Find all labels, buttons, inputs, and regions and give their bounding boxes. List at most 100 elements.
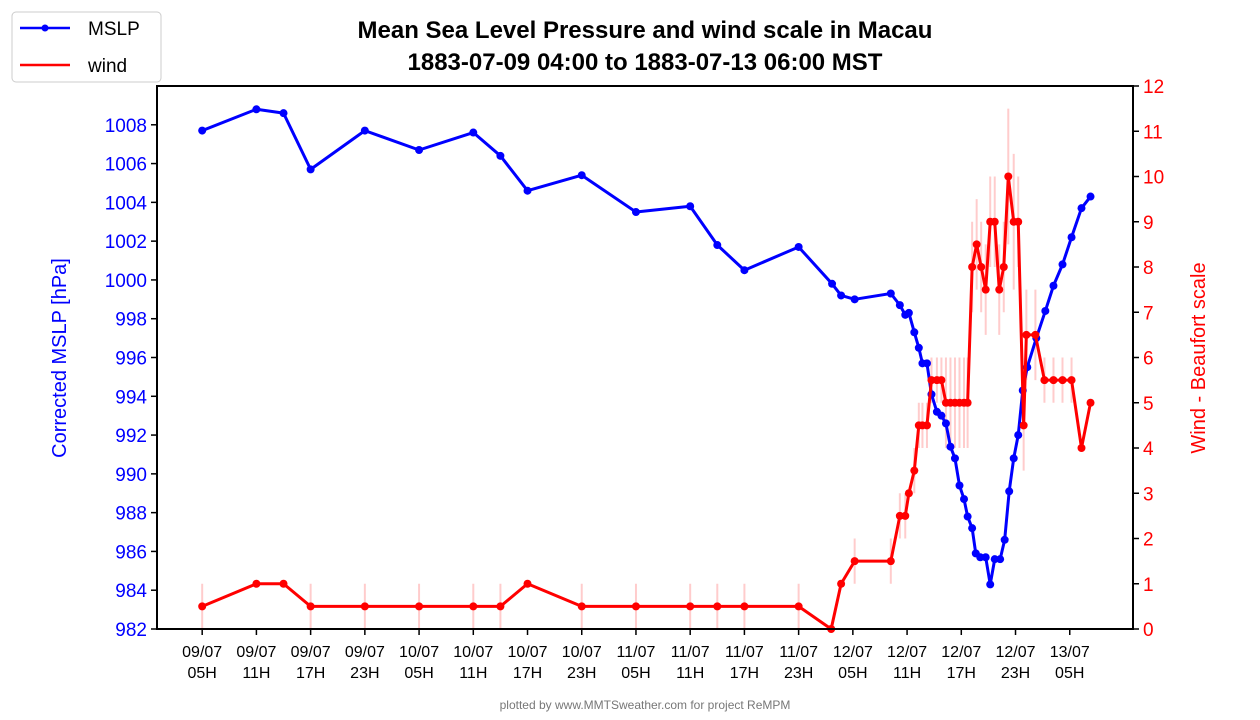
wind-point <box>794 602 803 611</box>
wind-point <box>977 263 986 271</box>
y2-tick-label: 4 <box>1143 439 1154 460</box>
wind-point <box>198 602 207 611</box>
wind-point <box>850 557 859 566</box>
x-tick-label-hour: 05H <box>404 665 433 682</box>
mslp-point <box>1086 192 1095 201</box>
wind-point <box>910 466 919 475</box>
mslp-point <box>1067 233 1076 242</box>
y-tick-label: 1002 <box>105 232 147 253</box>
wind-point <box>469 602 478 611</box>
x-tick-label-date: 10/07 <box>507 644 547 661</box>
mslp-line <box>201 107 1092 586</box>
mslp-point <box>1041 306 1050 315</box>
y2-tick-label: 7 <box>1143 303 1154 324</box>
wind-point <box>886 557 895 566</box>
mslp-point <box>523 186 532 195</box>
x-tick-label-hour: 23H <box>350 665 379 682</box>
x-tick-label-hour: 23H <box>1001 665 1030 682</box>
mslp-point <box>1014 431 1023 440</box>
y2-tick-label: 6 <box>1143 349 1154 370</box>
mslp-point <box>910 328 919 337</box>
mslp-point <box>577 171 586 180</box>
y2-tick-label: 2 <box>1143 530 1154 551</box>
y2-tick-label: 12 <box>1143 77 1164 98</box>
x-tick-label-date: 12/07 <box>887 644 927 661</box>
mslp-point <box>960 495 969 504</box>
mslp-point <box>1000 535 1009 544</box>
wind-point <box>922 421 931 430</box>
x-tick-label-hour: 23H <box>784 665 813 682</box>
y-tick-label: 988 <box>115 504 147 525</box>
wind-point <box>937 376 946 385</box>
x-tick-label-hour: 05H <box>188 665 217 682</box>
wind-point <box>252 579 261 588</box>
mslp-point <box>252 105 261 114</box>
mslp-point <box>713 241 722 250</box>
mslp-point <box>828 279 837 288</box>
mslp-point <box>850 295 859 304</box>
x-tick-label-hour: 05H <box>621 665 650 682</box>
wind-point <box>901 511 910 520</box>
mslp-point <box>306 165 315 174</box>
mslp-point <box>837 291 846 300</box>
wind-point <box>1004 172 1013 181</box>
wind-point <box>415 602 424 611</box>
wind-point <box>1014 217 1023 226</box>
y-tick-label: 982 <box>115 620 147 641</box>
wind-point <box>713 602 722 611</box>
mslp-point <box>963 512 972 521</box>
mslp-point <box>1009 454 1018 463</box>
wind-point <box>496 602 505 611</box>
x-tick-label-hour: 17H <box>730 665 759 682</box>
wind-point <box>279 579 288 588</box>
wind-point <box>360 602 369 611</box>
y-tick-label: 990 <box>115 465 147 486</box>
mslp-point <box>1077 204 1086 213</box>
x-tick-label-date: 09/07 <box>345 644 385 661</box>
x-tick-label-hour: 17H <box>513 665 542 682</box>
wind-point <box>1040 376 1049 385</box>
mslp-point <box>1058 260 1067 269</box>
wind-point <box>1019 421 1028 430</box>
y-axis-label: Corrected MSLP [hPa] <box>49 258 71 458</box>
wind-error-bars <box>201 108 1073 629</box>
wind-point <box>523 579 532 588</box>
wind-point <box>981 285 990 294</box>
wind-point <box>631 602 640 611</box>
x-tick-label-hour: 05H <box>838 665 867 682</box>
mslp-point <box>941 419 950 428</box>
y2-axis-label: Wind - Beaufort scale <box>1188 262 1210 453</box>
wind-point <box>972 240 981 249</box>
mslp-point <box>886 289 895 298</box>
mslp-point <box>686 202 695 211</box>
y2-tick-label: 10 <box>1143 168 1164 189</box>
x-tick-label-date: 10/07 <box>562 644 602 661</box>
footer-credit: plotted by www.MMTSweather.com for proje… <box>500 698 791 712</box>
x-tick-label-date: 12/07 <box>941 644 981 661</box>
mslp-point <box>415 145 424 154</box>
mslp-point <box>631 208 640 217</box>
y2-tick-label: 5 <box>1143 394 1154 415</box>
wind-point <box>1067 376 1076 385</box>
wind-point <box>837 579 846 588</box>
y-tick-label: 1008 <box>105 116 147 137</box>
chart-subtitle: 1883-07-09 04:00 to 1883-07-13 06:00 MST <box>408 49 883 76</box>
wind-point <box>1077 444 1086 452</box>
plot-frame <box>156 85 1134 630</box>
mslp-point <box>950 454 959 463</box>
x-tick-label-date: 13/07 <box>1050 644 1090 661</box>
wind-point <box>990 217 999 226</box>
mslp-point <box>1049 281 1058 290</box>
mslp-point <box>360 126 369 135</box>
chart-title: Mean Sea Level Pressure and wind scale i… <box>358 17 933 44</box>
series-lines <box>198 105 1095 633</box>
y-tick-label: 1004 <box>105 193 148 214</box>
x-tick-label-hour: 23H <box>567 665 596 682</box>
x-tick-label-date: 10/07 <box>453 644 493 661</box>
y2-tick-label: 9 <box>1143 213 1154 234</box>
x-tick-label-date: 09/07 <box>182 644 222 661</box>
wind-point <box>1049 376 1058 385</box>
wind-point <box>740 602 749 611</box>
wind-point <box>995 285 1004 294</box>
legend-mslp: MSLP <box>88 19 140 40</box>
